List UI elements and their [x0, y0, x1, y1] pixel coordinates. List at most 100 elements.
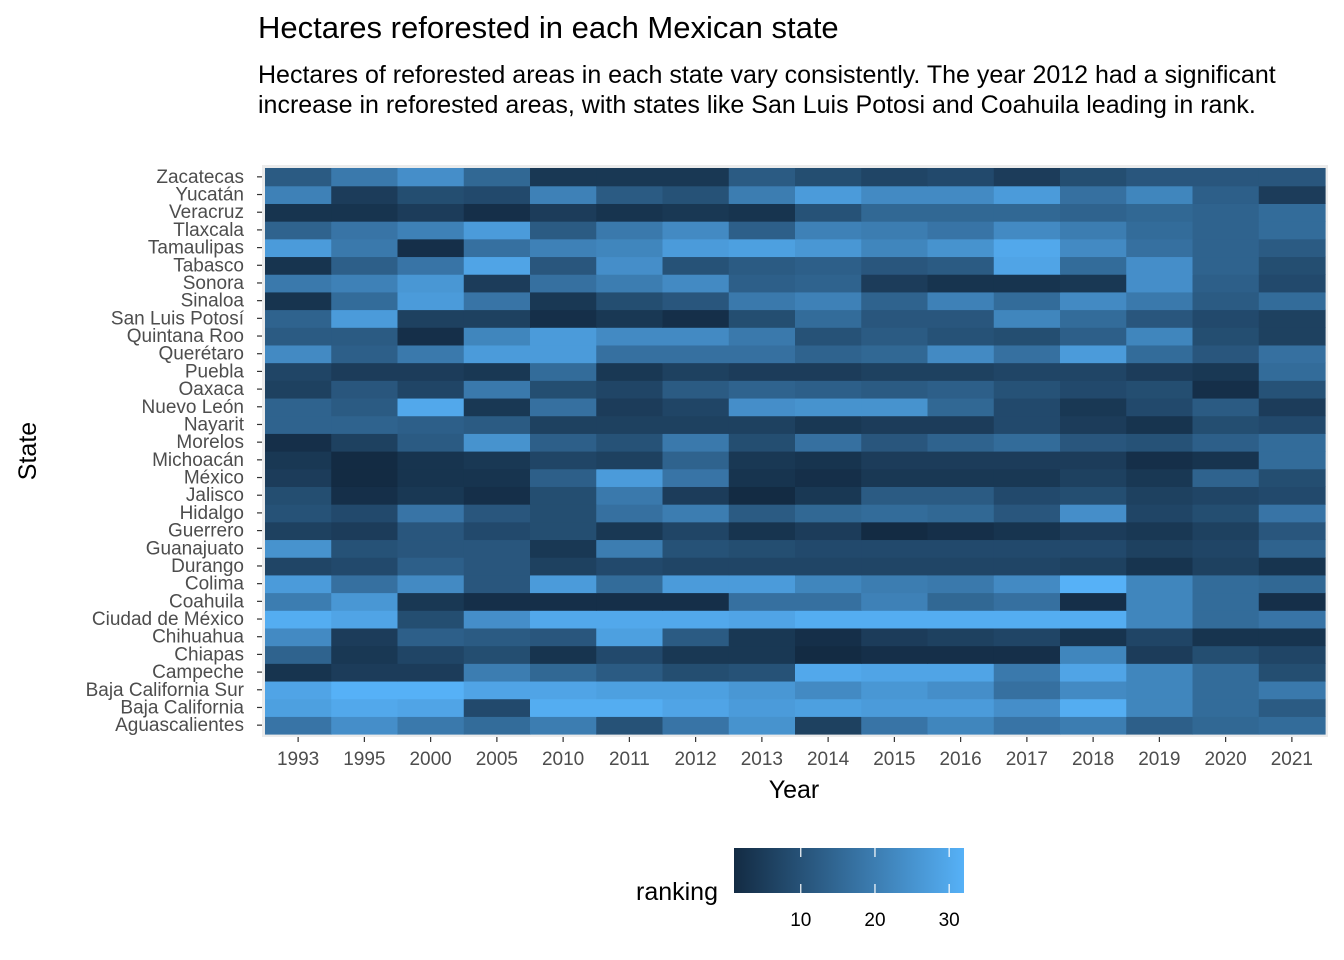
heatmap-cell	[1126, 521, 1194, 541]
heatmap-cell	[463, 645, 531, 664]
heatmap-cell	[265, 203, 332, 222]
y-tick-label: Nuevo León	[142, 397, 244, 418]
heatmap-cell	[1258, 309, 1326, 328]
heatmap-cell	[530, 433, 597, 452]
heatmap-cell	[1126, 433, 1194, 452]
heatmap-cell	[397, 362, 465, 381]
heatmap-cell	[1060, 557, 1127, 576]
heatmap-cell	[463, 291, 531, 311]
heatmap-cell	[927, 185, 995, 204]
heatmap-cell	[1258, 168, 1326, 187]
heatmap-cell	[861, 185, 929, 204]
heatmap-cell	[1126, 468, 1194, 487]
heatmap-cell	[265, 415, 332, 434]
heatmap-cell	[1126, 627, 1194, 647]
heatmap-cell	[331, 327, 399, 346]
y-tick-label: Tlaxcala	[173, 220, 244, 241]
heatmap-cell	[795, 309, 862, 328]
heatmap-cell	[1060, 521, 1127, 541]
heatmap-cell	[795, 698, 862, 717]
heatmap-cell	[596, 203, 664, 222]
heatmap-cell	[530, 185, 597, 204]
heatmap-cell	[1126, 716, 1194, 735]
heatmap-cell	[1192, 433, 1260, 452]
heatmap-cell	[530, 380, 597, 399]
y-tick-label: Querétaro	[158, 344, 244, 365]
heatmap-cell	[530, 309, 597, 328]
heatmap-cell	[861, 645, 929, 664]
heatmap-cell	[1192, 203, 1260, 222]
heatmap-cell	[861, 557, 929, 576]
heatmap-cell	[927, 539, 995, 558]
heatmap-cell	[993, 380, 1061, 399]
heatmap-cell	[993, 663, 1061, 682]
heatmap-cell	[728, 486, 796, 505]
heatmap-cell	[662, 716, 730, 735]
heatmap-cell	[265, 468, 332, 487]
heatmap-cell	[1258, 256, 1326, 275]
heatmap-cell	[728, 521, 796, 541]
heatmap-cell	[1126, 539, 1194, 558]
heatmap-cell	[1192, 327, 1260, 346]
heatmap-cell	[662, 397, 730, 417]
heatmap-cell	[1192, 221, 1260, 240]
x-tick-label: 2020	[1204, 749, 1246, 770]
heatmap-cell	[795, 256, 862, 275]
heatmap-cell	[530, 291, 597, 311]
heatmap-cell	[1192, 663, 1260, 682]
heatmap-cell	[596, 344, 664, 364]
heatmap-cell	[861, 168, 929, 187]
heatmap-cell	[530, 468, 597, 487]
heatmap-cell	[1258, 645, 1326, 664]
heatmap-cell	[1258, 397, 1326, 417]
heatmap-cell	[1258, 291, 1326, 311]
heatmap-cell	[1258, 610, 1326, 629]
heatmap-cell	[795, 627, 862, 647]
heatmap-cell	[1192, 468, 1260, 487]
heatmap-cell	[927, 433, 995, 452]
heatmap-cell	[397, 592, 465, 611]
y-tick-label: Quintana Roo	[127, 326, 244, 347]
heatmap-cell	[861, 327, 929, 346]
heatmap-cell	[1060, 680, 1127, 700]
heatmap-cell	[596, 468, 664, 487]
heatmap-cell	[728, 468, 796, 487]
heatmap-cell	[331, 221, 399, 240]
heatmap-cell	[993, 362, 1061, 381]
y-tick-label: Campeche	[152, 662, 244, 683]
heatmap-cell	[397, 663, 465, 682]
heatmap-cell	[1060, 574, 1127, 594]
heatmap-cell	[463, 362, 531, 381]
heatmap-cell	[795, 185, 862, 204]
heatmap-cell	[795, 415, 862, 434]
heatmap-cell	[993, 309, 1061, 328]
heatmap-cell	[397, 256, 465, 275]
heatmap-cell	[265, 557, 332, 576]
x-tick-label: 2005	[476, 749, 518, 770]
heatmap-cell	[265, 486, 332, 505]
heatmap-cell	[1258, 486, 1326, 505]
heatmap-cell	[1192, 380, 1260, 399]
heatmap-cell	[530, 274, 597, 293]
heatmap-cell	[662, 362, 730, 381]
heatmap-cell	[728, 344, 796, 364]
heatmap-cell	[1192, 592, 1260, 611]
heatmap-cell	[927, 451, 995, 470]
y-tick-label: San Luis Potosí	[111, 308, 245, 329]
heatmap-cell	[596, 504, 664, 523]
heatmap-cell	[596, 256, 664, 275]
heatmap-cell	[927, 362, 995, 381]
heatmap-cell	[596, 380, 664, 399]
heatmap-cell	[530, 539, 597, 558]
heatmap-cell	[265, 680, 332, 700]
heatmap-cell	[1258, 663, 1326, 682]
heatmap-cell	[1192, 309, 1260, 328]
heatmap-cell	[1258, 433, 1326, 452]
heatmap-cell	[861, 486, 929, 505]
heatmap-cell	[596, 397, 664, 417]
heatmap-cell	[397, 539, 465, 558]
x-tick-label: 2013	[741, 749, 783, 770]
x-tick-label: 2012	[674, 749, 716, 770]
heatmap-cell	[1126, 291, 1194, 311]
x-tick-label: 2017	[1006, 749, 1048, 770]
